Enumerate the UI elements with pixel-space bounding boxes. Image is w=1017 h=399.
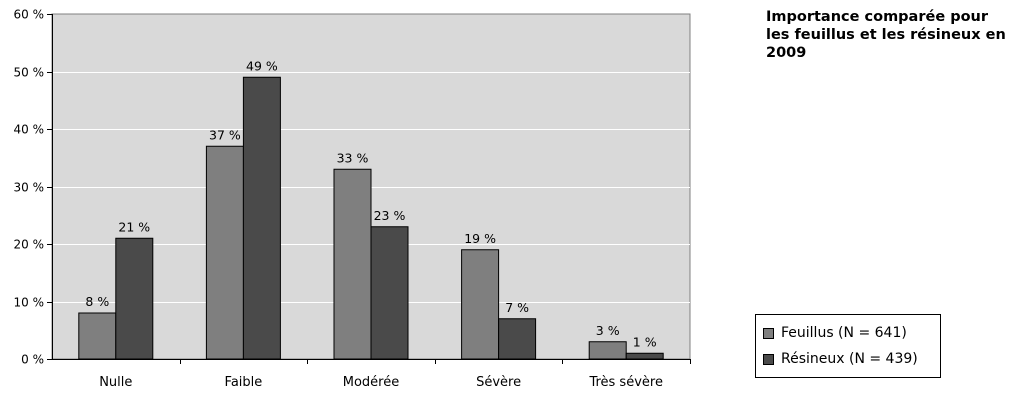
bar xyxy=(205,145,244,360)
legend-item-feuillus: Feuillus (N = 641) xyxy=(763,320,933,346)
legend-swatch-resineux xyxy=(763,353,774,365)
bar xyxy=(625,352,664,360)
y-tick-label: 10 % xyxy=(14,296,45,310)
bar xyxy=(115,237,154,360)
legend: Feuillus (N = 641) Résineux (N = 439) xyxy=(755,314,941,378)
bar xyxy=(333,168,372,360)
y-tick-label: 0 % xyxy=(21,353,44,367)
data-label: 49 % xyxy=(246,58,278,73)
data-label: 7 % xyxy=(505,300,529,315)
x-tick-label: Très sévère xyxy=(588,375,663,390)
data-label: 3 % xyxy=(596,323,620,338)
legend-swatch-feuillus xyxy=(763,327,774,339)
bar xyxy=(498,318,537,360)
data-label: 21 % xyxy=(118,219,150,234)
y-tick-label: 50 % xyxy=(14,66,45,80)
y-tick-label: 40 % xyxy=(14,123,45,137)
bar xyxy=(461,249,500,360)
chart-title: Importance comparée pour les feuillus et… xyxy=(766,9,1006,61)
y-tick-label: 20 % xyxy=(14,238,45,252)
data-label: 23 % xyxy=(374,208,406,223)
data-label: 1 % xyxy=(633,334,657,349)
data-label: 19 % xyxy=(464,231,496,246)
legend-item-resineux: Résineux (N = 439) xyxy=(763,346,933,372)
data-label: 8 % xyxy=(85,294,109,309)
bar xyxy=(588,341,627,360)
data-label: 33 % xyxy=(337,150,369,165)
legend-label-resineux: Résineux (N = 439) xyxy=(781,351,918,367)
x-tick-label: Modérée xyxy=(343,375,399,390)
x-tick-label: Nulle xyxy=(99,375,132,390)
y-tick-label: 60 % xyxy=(14,8,45,22)
x-tick-label: Sévère xyxy=(476,375,521,390)
y-tick-label: 30 % xyxy=(14,181,45,195)
bar xyxy=(370,226,409,360)
bar xyxy=(78,312,117,360)
x-tick-label: Faible xyxy=(225,375,263,390)
bar xyxy=(242,76,281,360)
legend-label-feuillus: Feuillus (N = 641) xyxy=(781,325,907,341)
data-label: 37 % xyxy=(209,127,241,142)
